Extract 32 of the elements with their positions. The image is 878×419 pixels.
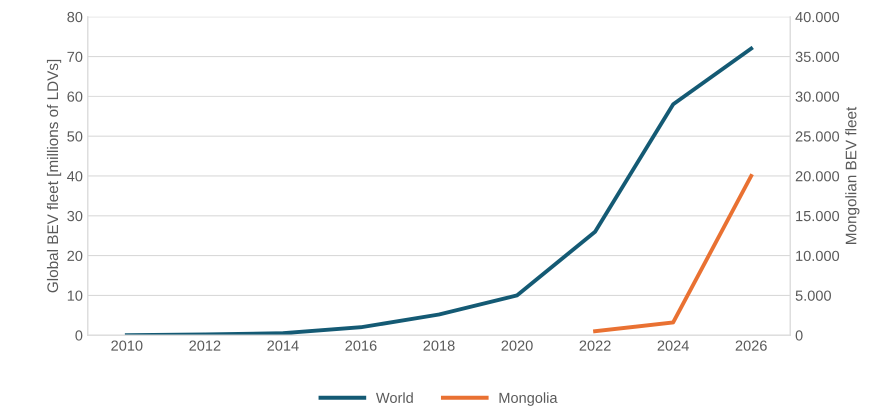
x-tick-label: 2018 [424, 340, 455, 351]
y2-tick-label: 5.000 [796, 290, 831, 301]
x-tick-label: 2014 [267, 340, 299, 351]
y2-axis-title: Mongolian BEV fleet [845, 106, 860, 244]
y-tick-label: 50 [67, 131, 82, 142]
y2-tick-label: 10.000 [796, 250, 840, 262]
y-tick-label: 30 [67, 210, 82, 222]
line-series [124, 46, 754, 336]
y-tick-label: 70 [67, 52, 82, 62]
x-tick-label: 2026 [736, 340, 767, 351]
y2-tick-label: 30.000 [796, 91, 840, 102]
y-axis-title: Global BEV fleet [millions of LDVs] [46, 60, 62, 292]
y2-tick-label: 40.000 [795, 12, 840, 22]
y-tick-label: 20 [67, 250, 82, 262]
y2-tick-label: 20.000 [796, 171, 840, 182]
y-tick-label: 80 [67, 12, 82, 22]
y2-tick-label: 25.000 [796, 131, 840, 142]
y-tick-label: 10 [68, 290, 82, 301]
x-tick-label: 2012 [189, 340, 220, 351]
y-tick-label: 0 [75, 330, 82, 341]
y-tick-label: 60 [67, 91, 82, 102]
y2-tick-label: 0 [796, 330, 803, 341]
x-tick-label: 2022 [580, 340, 611, 351]
legend-label: World [376, 392, 413, 403]
x-tick-label: 2024 [658, 340, 689, 351]
y2-tick-label: 35.000 [796, 52, 840, 62]
y2-tick-label: 15.000 [796, 210, 840, 222]
legend-label: Mongolia [500, 392, 558, 406]
x-tick-label: 2016 [345, 340, 377, 351]
x-tick-label: 2010 [111, 340, 142, 351]
x-tick-label: 2020 [502, 340, 533, 351]
y-tick-label: 40 [67, 171, 82, 182]
